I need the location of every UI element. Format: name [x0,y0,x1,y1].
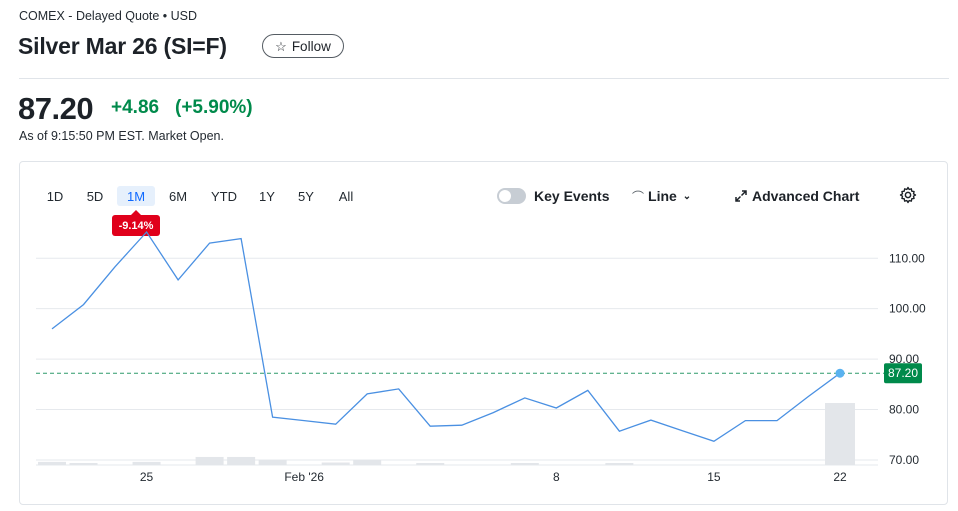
y-tick-label: 70.00 [889,453,919,467]
price-line [51,230,841,443]
current-price-tag-label: 87.20 [888,366,918,380]
chart-type-label: Line [648,188,677,204]
header-divider [19,78,949,79]
volume-bar [605,463,634,465]
volume-bar [510,463,539,465]
quote-timestamp: As of 9:15:50 PM EST. Market Open. [19,129,224,143]
star-outline-icon: ☆ [275,38,287,54]
tab-1y[interactable]: 1Y [259,188,275,204]
volume-bar [258,460,287,465]
gear-icon [899,186,917,204]
follow-label: Follow [291,38,331,54]
current-price-tag [884,363,922,384]
volume-layer [38,403,855,465]
price-change-percent: (+5.90%) [175,97,253,118]
volume-bar [195,456,224,465]
current-price-layer: 87.20 [36,363,922,384]
expand-icon [735,190,747,202]
advanced-chart-label: Advanced Chart [752,188,860,204]
chart-settings-button[interactable] [899,186,917,204]
exchange-label: COMEX - Delayed Quote • USD [19,9,198,23]
tab-ytd[interactable]: YTD [211,188,237,204]
tab-all[interactable]: All [338,188,354,204]
key-events-toggle[interactable] [497,188,526,204]
x-tick-label: 25 [140,470,154,484]
y-axis: 110.00 100.00 90.00 80.00 70.00 [889,251,926,467]
volume-bar [227,456,256,465]
x-tick-label: Feb '26 [284,470,324,484]
price-change: +4.86 [111,97,160,118]
x-tick-label: 8 [553,470,560,484]
y-tick-label: 80.00 [889,403,919,417]
volume-bar [825,403,855,465]
tab-5y[interactable]: 5Y [298,188,314,204]
grid-layer [36,257,878,466]
volume-bar [132,461,161,465]
chart-type-dropdown[interactable]: ⌒ Line ⌄ [632,187,691,205]
volume-bar [69,463,98,465]
y-tick-label: 90.00 [889,352,919,366]
price-line-layer [51,230,841,443]
volume-bar [321,462,350,465]
range-change-badge: -9.14% [112,210,160,236]
volume-bar [353,460,382,465]
chevron-down-icon: ⌄ [682,190,692,202]
x-axis: 25 Feb '26 8 15 22 [140,470,847,484]
toggle-knob [499,190,511,202]
x-tick-label: 22 [833,470,847,484]
line-chart-icon: ⌒ [632,189,645,204]
current-price: 87.20 [18,91,94,126]
tab-1m[interactable]: 1M [117,186,155,206]
volume-bar [416,463,445,465]
last-point-dot [835,368,845,378]
page-title: Silver Mar 26 (SI=F) [18,33,227,59]
advanced-chart-button[interactable]: Advanced Chart [735,187,859,205]
key-events-label: Key Events [534,188,610,204]
chart-card [19,161,948,505]
x-tick-label: 15 [707,470,721,484]
tab-1d[interactable]: 1D [46,188,64,204]
tab-6m[interactable]: 6M [168,188,188,204]
y-tick-label: 100.00 [889,302,926,316]
tab-5d[interactable]: 5D [86,188,104,204]
volume-bar [38,461,66,465]
y-tick-label: 110.00 [889,251,925,265]
follow-button[interactable]: ☆ Follow [262,34,344,58]
